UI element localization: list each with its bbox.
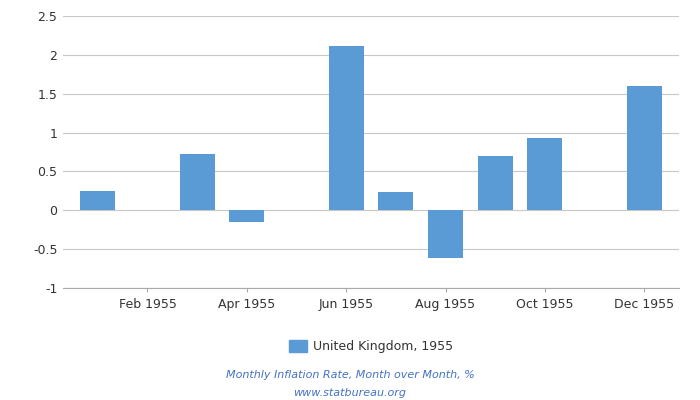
Bar	[478, 156, 512, 210]
Bar	[329, 46, 363, 210]
Bar	[379, 192, 413, 210]
Bar	[428, 210, 463, 258]
Bar	[626, 86, 662, 210]
Text: Monthly Inflation Rate, Month over Month, %: Monthly Inflation Rate, Month over Month…	[225, 370, 475, 380]
Bar	[180, 154, 214, 210]
Bar	[528, 138, 562, 210]
Text: www.statbureau.org: www.statbureau.org	[293, 388, 407, 398]
Bar	[80, 191, 116, 210]
Legend: United Kingdom, 1955: United Kingdom, 1955	[284, 335, 458, 358]
Bar	[230, 210, 264, 222]
